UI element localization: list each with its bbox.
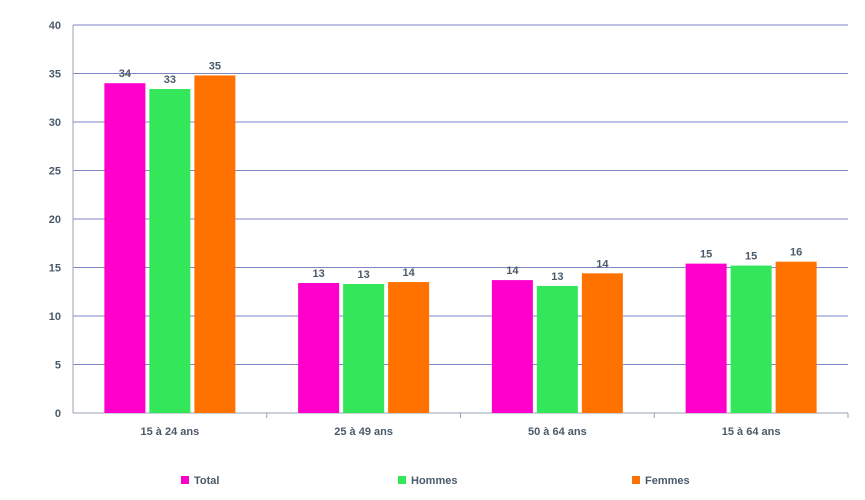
y-tick-label: 15 bbox=[49, 263, 61, 275]
bar-total bbox=[685, 263, 727, 413]
data-label: 13 bbox=[313, 268, 325, 280]
legend-label: Femmes bbox=[645, 475, 690, 487]
bar-total bbox=[491, 280, 533, 413]
x-tick-label: 15 à 24 ans bbox=[141, 426, 200, 438]
legend-swatch bbox=[632, 476, 640, 484]
data-label: 33 bbox=[164, 74, 176, 86]
legend: Total Hommes Femmes bbox=[181, 475, 690, 487]
legend-label: Total bbox=[194, 475, 219, 487]
data-label: 34 bbox=[119, 68, 132, 80]
bar-hommes bbox=[149, 89, 191, 414]
y-tick-label: 10 bbox=[49, 311, 61, 323]
legend-label: Hommes bbox=[411, 475, 457, 487]
data-label: 15 bbox=[700, 249, 712, 261]
data-label: 15 bbox=[745, 251, 757, 263]
x-tick-label: 25 à 49 ans bbox=[334, 426, 393, 438]
bars bbox=[104, 75, 817, 414]
y-tick-label: 20 bbox=[49, 214, 61, 226]
legend-item-total: Total bbox=[181, 475, 219, 487]
bar-hommes bbox=[343, 283, 385, 413]
y-tick-label: 40 bbox=[49, 20, 61, 32]
bar-total bbox=[298, 283, 340, 413]
legend-swatch bbox=[398, 476, 406, 484]
data-label: 14 bbox=[403, 267, 416, 279]
data-label: 13 bbox=[358, 269, 370, 281]
data-labels: 34 33 35 13 13 14 14 13 14 15 15 16 bbox=[119, 60, 803, 282]
data-label: 14 bbox=[596, 258, 609, 270]
tick-labels: 0 5 10 15 20 25 30 35 40 15 à 24 ans 25 à 49 ans 50… bbox=[49, 20, 781, 438]
data-label: 16 bbox=[790, 247, 802, 259]
y-tick-label: 0 bbox=[55, 408, 61, 420]
data-label: 35 bbox=[209, 60, 221, 72]
bar-hommes bbox=[730, 265, 772, 413]
bar-femmes bbox=[194, 75, 236, 413]
bar-femmes bbox=[388, 282, 430, 413]
bar-femmes bbox=[581, 273, 623, 413]
x-tick-label: 50 à 64 ans bbox=[528, 426, 587, 438]
legend-swatch bbox=[181, 476, 189, 484]
data-label: 14 bbox=[506, 265, 519, 277]
x-tick-label: 15 à 64 ans bbox=[722, 426, 781, 438]
bar-femmes bbox=[775, 261, 817, 413]
legend-item-femmes: Femmes bbox=[632, 475, 690, 487]
y-tick-label: 35 bbox=[49, 69, 61, 81]
y-tick-label: 5 bbox=[55, 360, 61, 372]
bar-total bbox=[104, 83, 146, 413]
data-label: 13 bbox=[551, 271, 563, 283]
legend-item-hommes: Hommes bbox=[398, 475, 457, 487]
y-tick-label: 25 bbox=[49, 166, 61, 178]
bar-hommes bbox=[536, 285, 578, 413]
y-tick-label: 30 bbox=[49, 117, 61, 129]
